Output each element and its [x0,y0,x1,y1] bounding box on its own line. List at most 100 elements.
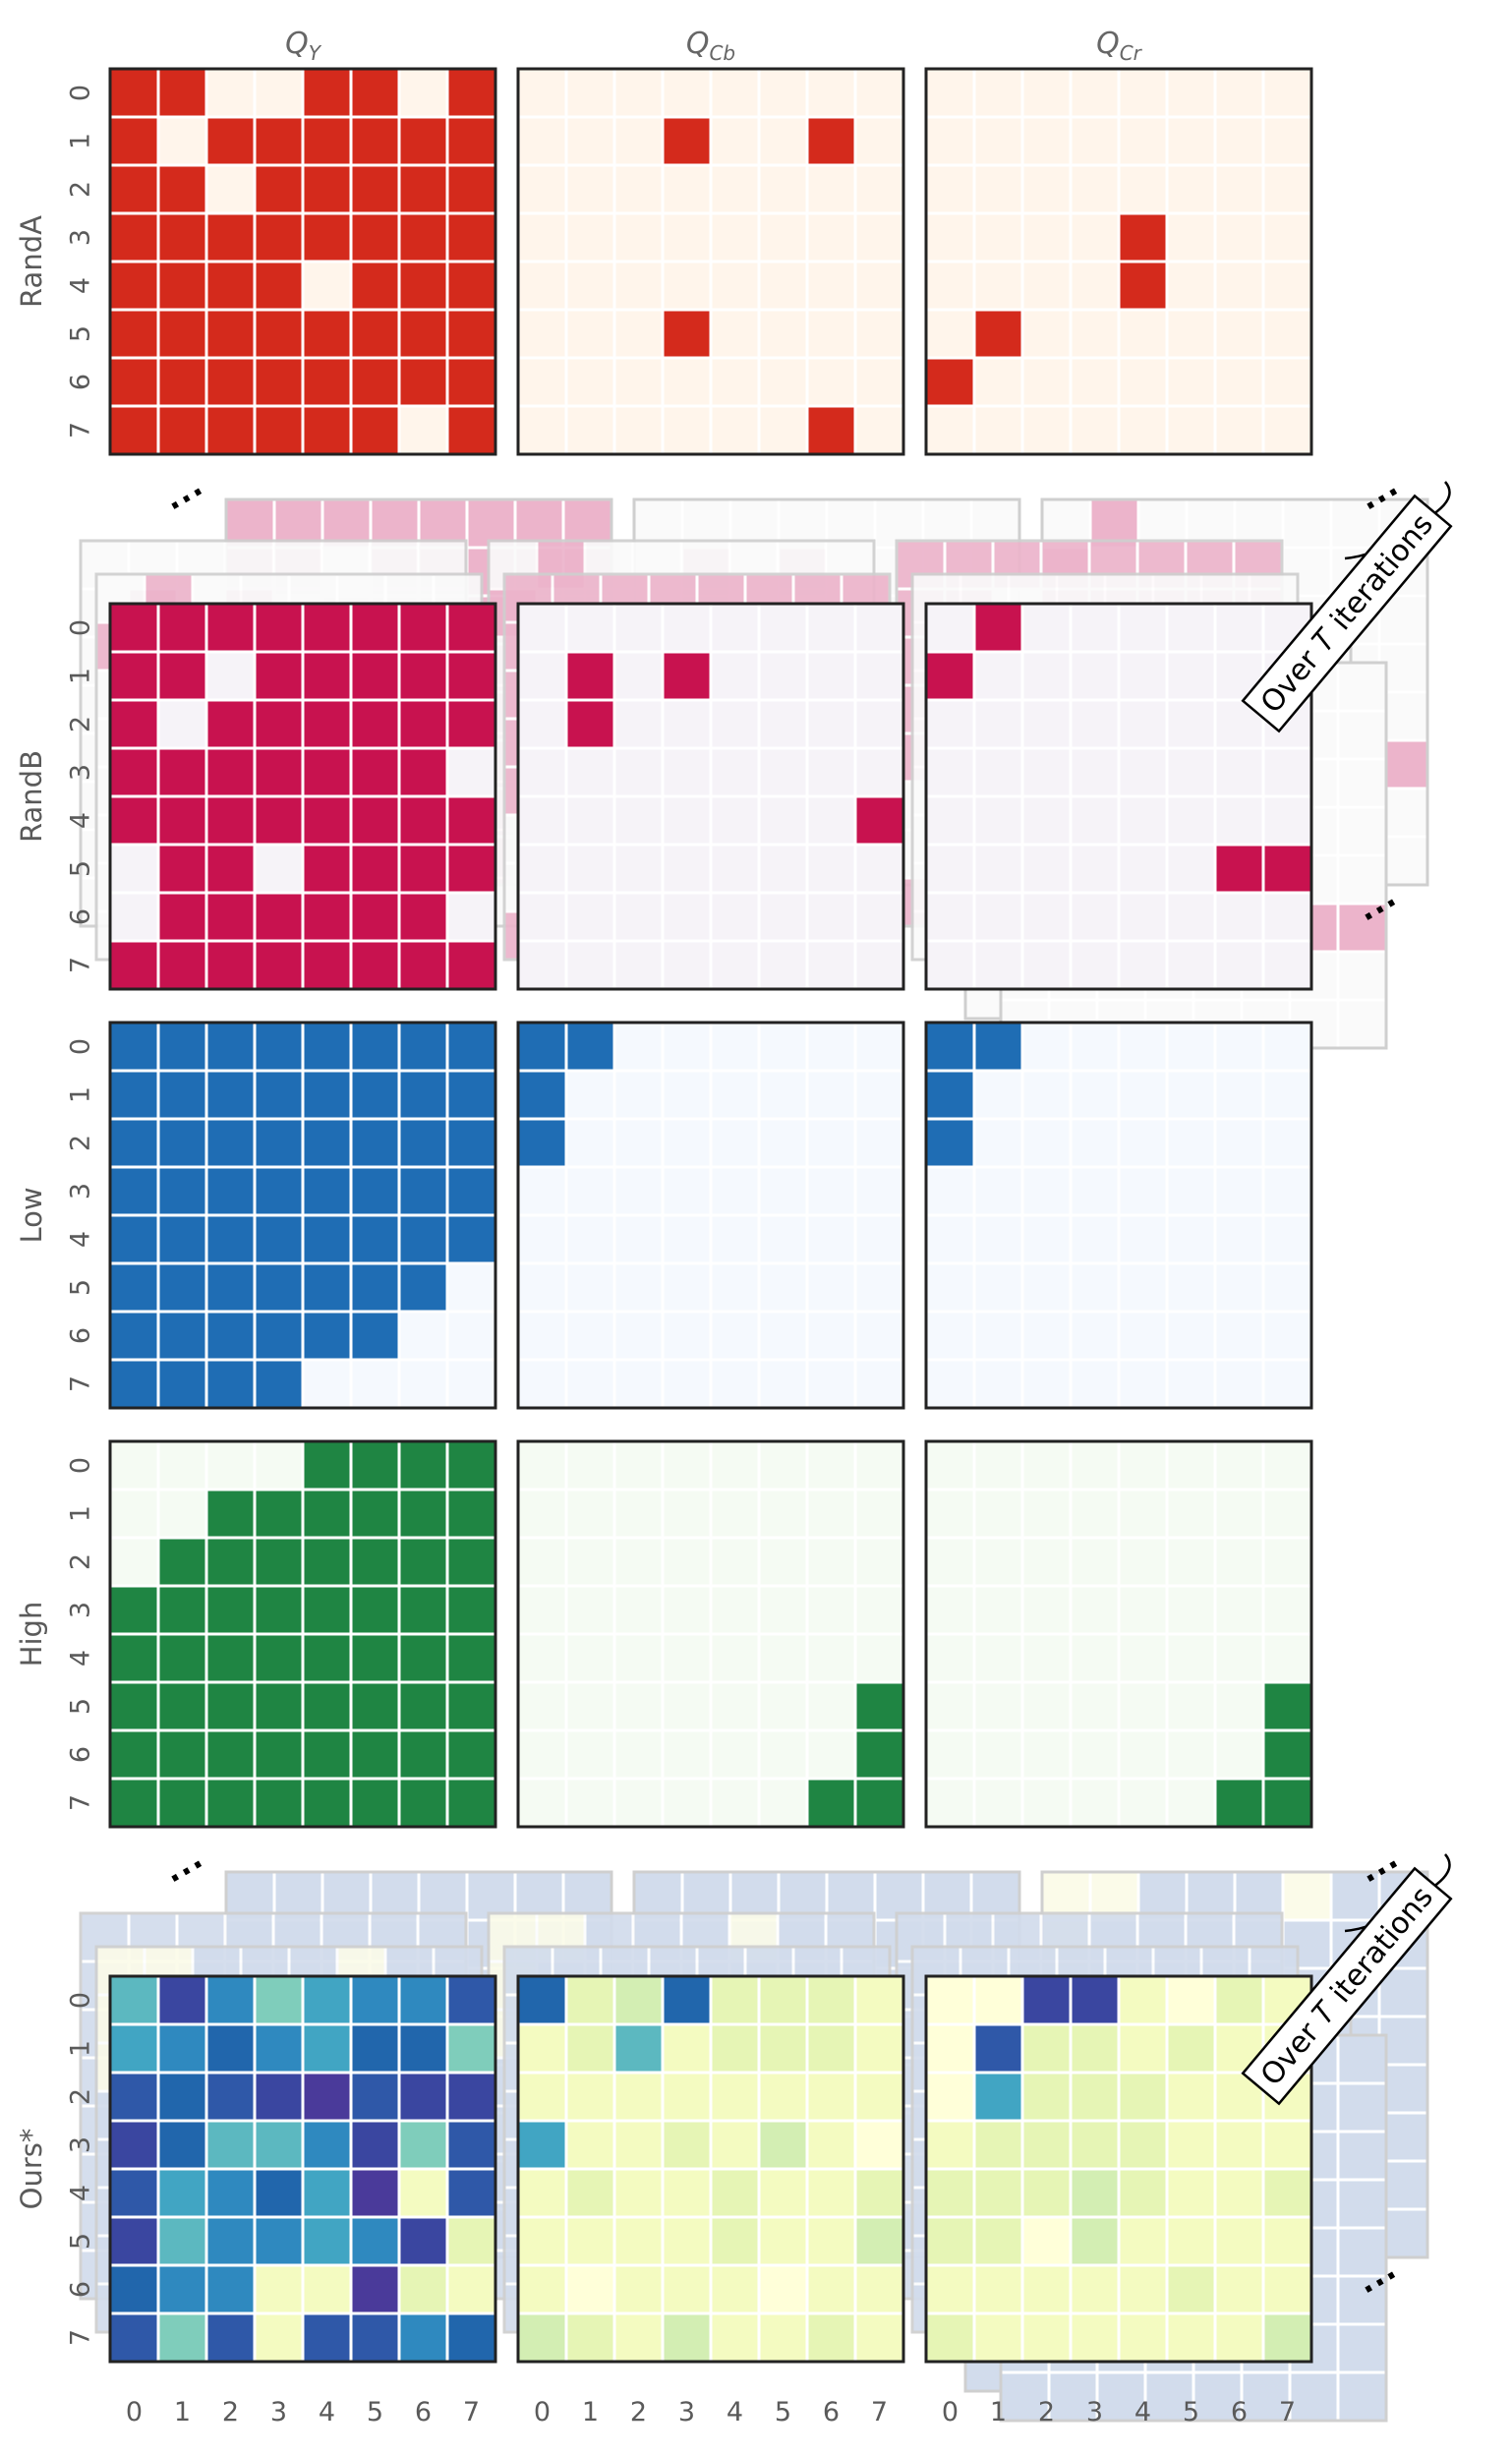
heatmap-cell [1261,2119,1313,2171]
heatmap-cell [564,1584,616,1636]
heatmap-cell [924,115,976,167]
y-tick-label: 1 [66,1505,96,1522]
row-label: High [15,1602,48,1667]
heatmap-cell [1117,1488,1169,1540]
heatmap-cell [445,2022,497,2075]
heatmap-cell [1261,1213,1313,1265]
heatmap-cell [1117,698,1169,750]
heatmap-cell [108,2167,160,2219]
heatmap-cell [1336,2322,1388,2374]
heatmap-cell [757,939,809,991]
heatmap-cell [204,602,257,654]
heatmap-cell [108,1974,160,2026]
heatmap-cell [709,67,761,119]
heatmap-cell [397,2119,449,2171]
heatmap-cell [709,2119,761,2171]
heatmap-cell [1261,67,1313,119]
heatmap-cell [1117,404,1169,456]
heatmap-cell [1117,2215,1169,2267]
heatmap-cell [564,843,616,895]
heatmap-cell [156,891,208,943]
heatmap-cell [516,602,568,654]
heatmap-cell [445,1261,497,1314]
panel-frame [108,602,497,991]
heatmap-cell [1213,115,1265,167]
heatmap-cell [612,650,665,702]
heatmap-cell [156,308,208,360]
heatmap-cell [1165,308,1217,360]
heatmap-cell [564,2167,616,2219]
heatmap-cell [1165,115,1217,167]
heatmap-cell [709,1261,761,1314]
heatmap-cell [805,1777,857,1829]
heatmap-cell [564,1536,616,1588]
heatmap-cell [1069,1728,1121,1781]
heatmap-cell [204,2022,257,2075]
heatmap-cell [972,1165,1024,1217]
heatmap-cell [445,602,497,654]
heatmap-cell [972,746,1024,798]
heatmap-cell [1069,2071,1121,2123]
heatmap-cell [709,1632,761,1684]
heatmap-cell [156,2215,208,2267]
heatmap-cell [445,843,497,895]
heatmap-cell [709,308,761,360]
heatmap-cell [1213,2167,1265,2219]
heatmap-cell [757,1021,809,1073]
heatmap-cell [108,404,160,456]
heatmap-cell [156,356,208,408]
heatmap-cell [301,939,353,991]
heatmap-cell [564,939,616,991]
heatmap-cell [1336,2130,1388,2182]
heatmap-cell [924,163,976,215]
y-tick-label: 7 [66,1375,96,1392]
heatmap-cell [1069,2215,1121,2267]
heatmap-cell [853,1584,905,1636]
heatmap-cell [301,1777,353,1829]
heatmap-cell [204,1488,257,1540]
heatmap-cell [349,2215,401,2267]
heatmap-cell [1165,356,1217,408]
heatmap-cell [757,1488,809,1540]
heatmap-cell [516,1488,568,1540]
panel-frame [108,67,497,456]
heatmap-cell [1020,1536,1073,1588]
heatmap-cell [349,843,401,895]
heatmap-cell [397,115,449,167]
heatmap-cell [204,1165,257,1217]
y-tick-label: 7 [66,2329,96,2346]
heatmap-cell [1020,115,1073,167]
heatmap-cell [661,794,713,847]
x-tick-label: 5 [775,2397,791,2427]
heatmap-cell [301,1536,353,1588]
heatmap-cell [1069,1777,1121,1829]
heatmap-cell [1261,211,1313,263]
heatmap-cell [1165,794,1217,847]
heatmap-cell [612,1728,665,1781]
heatmap-panel [924,1439,1313,1829]
heatmap-cell [853,1310,905,1362]
heatmap-cell [1213,1261,1265,1314]
heatmap-cell [757,2167,809,2219]
heatmap-cell [1020,1488,1073,1540]
heatmap-cell [853,1165,905,1217]
heatmap-cell [924,2215,976,2267]
heatmap-cell [516,1777,568,1829]
heatmap-cell [805,2119,857,2171]
heatmap-cell [253,1777,305,1829]
heatmap-cell [564,650,616,702]
y-tick-label: 3 [66,1183,96,1199]
heatmap-cell [1213,1021,1265,1073]
heatmap-cell [757,2022,809,2075]
heatmap-cell [108,356,160,408]
heatmap-cell [564,2311,616,2364]
heatmap-cell [757,602,809,654]
heatmap-cell [156,211,208,263]
heatmap-cell [564,115,616,167]
heatmap-cell [516,260,568,312]
heatmap-cell [516,650,568,702]
heatmap-cell [564,1680,616,1732]
y-tick-label: 6 [66,2281,96,2298]
heatmap-cell [1117,1584,1169,1636]
heatmap-cell [1261,115,1313,167]
